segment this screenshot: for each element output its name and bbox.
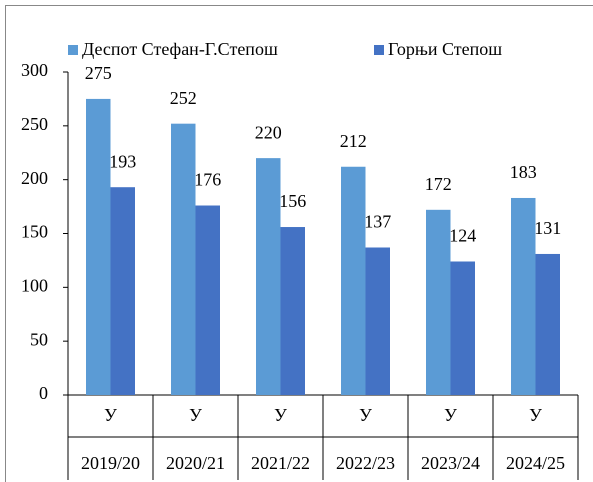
x-group-label: 2019/20: [81, 453, 140, 473]
x-group-label: 2020/21: [166, 453, 225, 473]
x-tick-label: У: [359, 405, 372, 425]
y-tick-label: 150: [21, 222, 48, 242]
bar: [256, 158, 281, 395]
y-tick-label: 200: [21, 168, 48, 188]
x-group-label: 2022/23: [336, 453, 395, 473]
bar: [110, 187, 135, 395]
legend-label: Деспот Стефан-Г.Степош: [82, 39, 278, 59]
y-tick-label: 300: [21, 60, 48, 80]
legend-swatch: [68, 45, 78, 55]
value-label: 156: [279, 191, 306, 211]
value-label: 124: [449, 226, 476, 246]
bar: [171, 123, 196, 396]
y-tick-label: 0: [39, 383, 48, 403]
value-label: 193: [109, 151, 136, 171]
y-tick-label: 250: [21, 114, 48, 134]
value-label: 275: [85, 63, 112, 83]
x-tick-label: У: [189, 405, 202, 425]
bar: [280, 227, 305, 395]
x-tick-label: У: [529, 405, 542, 425]
value-label: 176: [194, 170, 221, 190]
bar: [450, 261, 475, 395]
bar: [86, 98, 111, 396]
value-label: 183: [510, 162, 537, 182]
bar: [195, 205, 220, 395]
x-group-label: 2024/25: [506, 453, 565, 473]
y-tick-label: 100: [21, 275, 48, 295]
y-tick-label: 50: [30, 329, 48, 349]
value-label: 212: [340, 131, 367, 151]
value-label: 131: [534, 218, 561, 238]
x-group-label: 2023/24: [421, 453, 480, 473]
value-label: 172: [425, 174, 452, 194]
bar: [511, 197, 536, 395]
legend-swatch: [374, 45, 384, 55]
bar: [426, 209, 451, 395]
bar: [341, 166, 366, 395]
x-tick-label: У: [444, 405, 457, 425]
x-tick-label: У: [104, 405, 117, 425]
legend-label: Горњи Степош: [388, 39, 502, 59]
x-tick-label: У: [274, 405, 287, 425]
value-label: 137: [364, 212, 391, 232]
chart-border: [5, 5, 593, 482]
value-label: 252: [170, 88, 197, 108]
bar: [365, 247, 390, 395]
value-label: 220: [255, 122, 282, 142]
bar: [535, 253, 560, 395]
x-group-label: 2021/22: [251, 453, 310, 473]
